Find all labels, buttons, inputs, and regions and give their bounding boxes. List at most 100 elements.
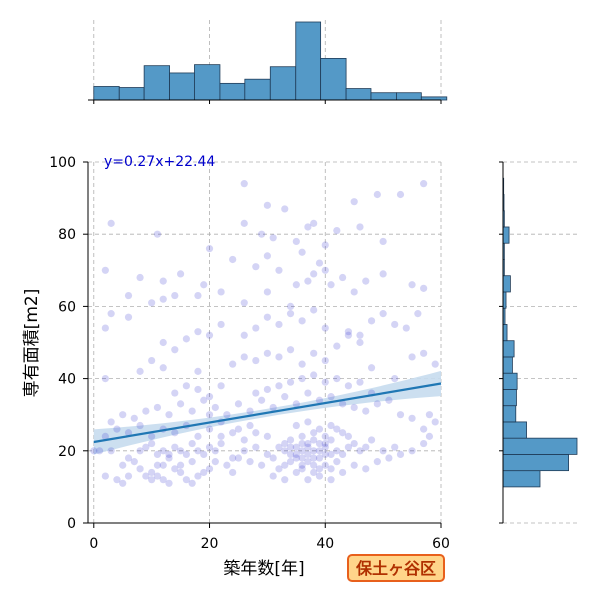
data-point xyxy=(304,223,312,231)
data-point xyxy=(298,461,306,469)
data-point xyxy=(321,461,329,469)
data-point xyxy=(148,468,156,477)
data-point xyxy=(292,454,300,462)
ward-badge-label: 保土ヶ谷区 xyxy=(355,559,436,578)
data-point xyxy=(124,454,133,462)
data-point xyxy=(408,281,416,289)
data-point xyxy=(159,277,167,285)
data-point xyxy=(263,201,271,209)
data-point xyxy=(391,443,399,451)
data-point xyxy=(391,375,399,383)
data-point xyxy=(356,378,364,386)
data-point xyxy=(321,432,329,440)
data-point xyxy=(171,389,179,397)
data-point xyxy=(101,432,109,440)
data-point xyxy=(258,230,266,238)
data-point xyxy=(367,364,376,372)
top-hist-bar xyxy=(320,58,347,101)
data-point xyxy=(333,375,341,383)
data-point xyxy=(333,425,341,433)
data-point xyxy=(229,360,237,368)
x-tick-label: 0 xyxy=(89,536,98,552)
data-point xyxy=(113,425,121,433)
data-point xyxy=(107,219,115,227)
data-point xyxy=(298,375,306,383)
data-point xyxy=(252,356,260,365)
data-point xyxy=(188,407,196,415)
data-point xyxy=(246,421,254,430)
right-hist-bar xyxy=(502,356,513,374)
data-point xyxy=(315,396,324,404)
data-point xyxy=(408,353,416,361)
data-point xyxy=(165,479,173,487)
data-point xyxy=(240,180,248,188)
data-point xyxy=(310,461,318,469)
data-point xyxy=(223,461,231,469)
data-point xyxy=(339,468,347,477)
data-point xyxy=(350,461,358,469)
data-point xyxy=(379,447,387,455)
y-tick-label: 20 xyxy=(58,444,76,460)
top-hist-bar xyxy=(345,88,372,101)
data-point xyxy=(420,425,428,433)
data-point xyxy=(263,349,271,357)
data-point xyxy=(396,450,405,459)
data-point xyxy=(286,346,295,354)
data-point xyxy=(321,266,329,274)
data-point xyxy=(275,443,283,451)
data-point xyxy=(159,338,167,347)
data-point xyxy=(367,317,376,325)
top-hist-bar xyxy=(269,66,297,101)
data-point xyxy=(333,447,341,455)
data-point xyxy=(281,439,289,448)
data-point xyxy=(200,396,208,404)
data-point xyxy=(310,447,318,455)
data-point xyxy=(281,205,289,213)
data-point xyxy=(119,411,127,419)
data-point xyxy=(182,450,190,459)
y-tick-label: 60 xyxy=(58,299,76,315)
data-point xyxy=(385,454,393,462)
data-point xyxy=(420,349,428,357)
data-point xyxy=(130,414,138,422)
data-point xyxy=(292,281,300,289)
data-point xyxy=(304,418,312,426)
data-point xyxy=(153,230,162,238)
data-point xyxy=(153,472,162,480)
data-point xyxy=(194,367,202,375)
data-point xyxy=(350,403,358,412)
data-point xyxy=(310,306,318,314)
data-point xyxy=(310,454,318,462)
data-point xyxy=(356,447,364,455)
data-point xyxy=(188,439,196,448)
data-point xyxy=(292,237,300,246)
data-point xyxy=(136,367,144,375)
data-point xyxy=(281,461,289,469)
data-point xyxy=(136,465,144,473)
data-point xyxy=(217,320,225,329)
data-point xyxy=(373,190,381,199)
data-point xyxy=(142,407,150,415)
axes: 0 20 40 60 0 20 40 60 80 100 xyxy=(49,99,504,552)
data-point xyxy=(339,400,347,408)
data-point xyxy=(298,447,306,455)
data-point xyxy=(263,288,271,296)
right-hist-bar xyxy=(502,389,517,407)
data-point xyxy=(188,479,196,487)
data-point xyxy=(101,472,109,480)
data-point xyxy=(396,411,405,419)
data-point xyxy=(356,338,364,347)
data-point xyxy=(373,400,381,408)
data-point xyxy=(205,465,214,473)
data-point xyxy=(304,277,312,285)
data-point xyxy=(321,378,329,386)
data-point xyxy=(263,313,271,321)
data-point xyxy=(362,407,370,415)
data-point xyxy=(194,432,202,440)
x-axis-label: 築年数[年] xyxy=(223,559,304,579)
data-point xyxy=(229,429,237,437)
data-point xyxy=(333,226,341,235)
data-point xyxy=(379,270,387,278)
data-point xyxy=(286,443,295,451)
